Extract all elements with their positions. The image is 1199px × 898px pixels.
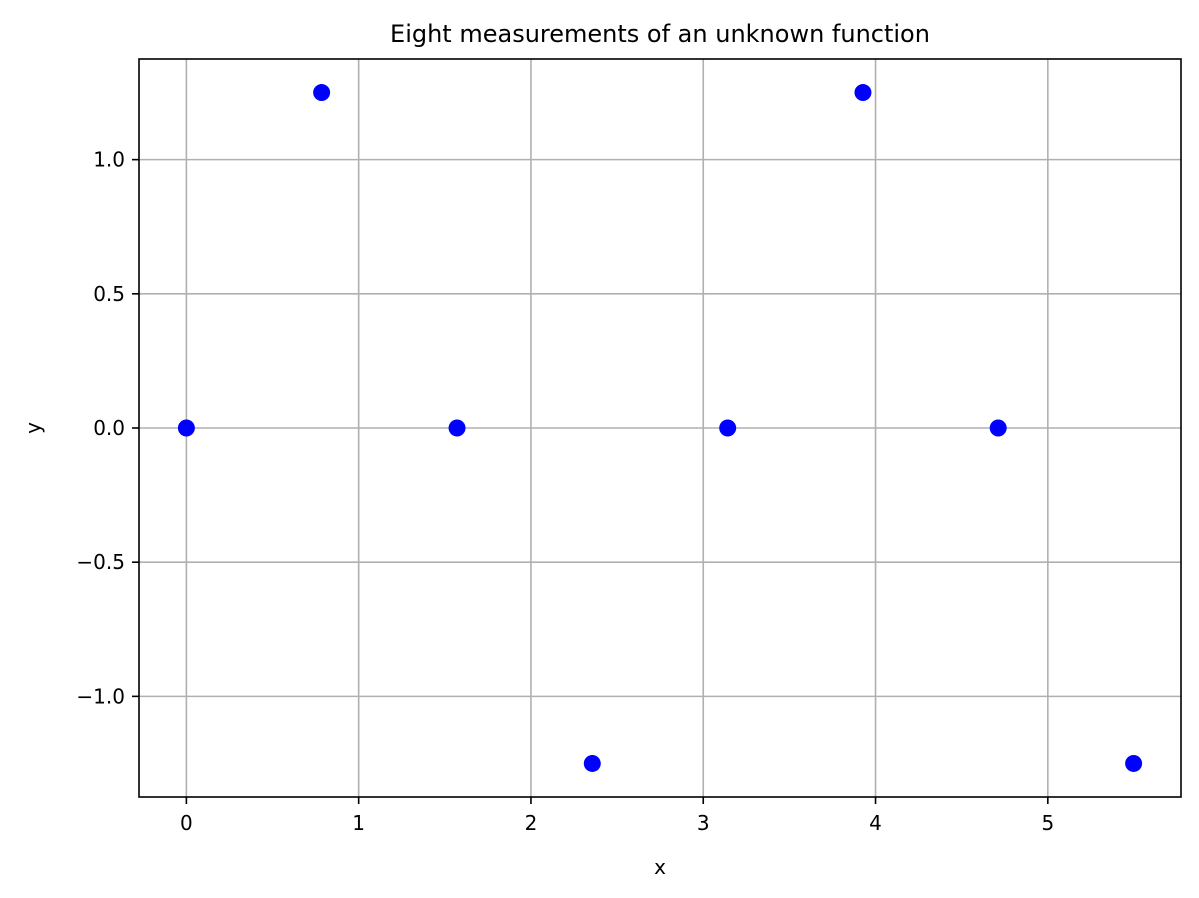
x-tick-label: 1 bbox=[352, 811, 365, 835]
x-tick-label: 2 bbox=[525, 811, 538, 835]
y-tick-label: 0.5 bbox=[93, 282, 125, 306]
y-tick-label: 1.0 bbox=[93, 148, 125, 172]
scatter-points bbox=[177, 84, 1143, 772]
y-axis-label: y bbox=[21, 422, 45, 434]
x-axis-label: x bbox=[654, 855, 666, 879]
data-point bbox=[177, 419, 195, 437]
data-point bbox=[313, 84, 331, 102]
y-tick-label: 0.0 bbox=[93, 416, 125, 440]
data-point bbox=[1125, 754, 1143, 772]
grid bbox=[139, 59, 1181, 797]
tick-labels: 0 1 2 3 4 5 −1.0 −0.5 0.0 0.5 1.0 bbox=[76, 148, 1054, 835]
y-tick-label: −0.5 bbox=[76, 550, 125, 574]
y-tick-label: −1.0 bbox=[76, 684, 125, 708]
data-point bbox=[854, 84, 872, 102]
data-point bbox=[583, 754, 601, 772]
data-point bbox=[448, 419, 466, 437]
axis-ticks bbox=[132, 158, 1049, 804]
data-point bbox=[989, 419, 1007, 437]
x-tick-label: 3 bbox=[697, 811, 710, 835]
data-point bbox=[719, 419, 737, 437]
x-tick-label: 4 bbox=[869, 811, 882, 835]
chart-title: Eight measurements of an unknown functio… bbox=[390, 20, 930, 48]
x-tick-label: 5 bbox=[1041, 811, 1054, 835]
x-tick-label: 0 bbox=[180, 811, 193, 835]
